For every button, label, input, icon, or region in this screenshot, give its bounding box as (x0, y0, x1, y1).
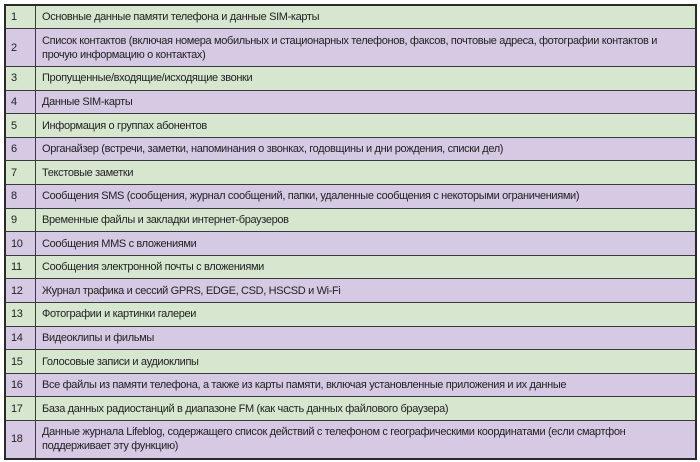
row-description: База данных радиостанций в диапазоне FM … (35, 396, 697, 421)
row-number: 10 (4, 231, 36, 256)
row-description: Данные журнала Lifeblog, содержащего спи… (35, 420, 697, 459)
table-row: 18 Данные журнала Lifeblog, содержащего с… (4, 420, 697, 459)
table-row: 11 Сообщения электронной почты с вложения… (4, 254, 697, 280)
data-table: 1 Основные данные памяти телефона и данны… (4, 4, 697, 460)
row-description: Основные данные памяти телефона и данные… (35, 4, 697, 30)
table-row: 14 Видеоклипы и фильмы (4, 325, 697, 351)
row-number: 5 (4, 113, 36, 138)
table-row: 1 Основные данные памяти телефона и данны… (4, 4, 697, 30)
row-description: Список контактов (включая номера мобильн… (35, 28, 697, 68)
row-description: Голосовые записи и аудиоклипы (35, 349, 697, 374)
row-description: Сообщения электронной почты с вложениями (35, 254, 697, 280)
table-row: 9 Временные файлы и закладки интернет-бра… (4, 207, 697, 233)
row-number: 15 (4, 349, 36, 374)
row-description: Пропущенные/входящие/исходящие звонки (35, 66, 697, 91)
row-description: Сообщения MMS с вложениями (35, 231, 697, 256)
row-number: 4 (4, 89, 36, 115)
row-description: Временные файлы и закладки интернет-брау… (35, 207, 697, 233)
row-number: 14 (4, 325, 36, 351)
row-description: Данные SIM-карты (35, 89, 697, 115)
row-number: 1 (4, 4, 36, 30)
table-row: 8 Сообщения SMS (сообщения, журнал сообще… (4, 184, 697, 209)
table-row: 13 Фотографии и картинки галереи (4, 302, 697, 327)
row-number: 12 (4, 278, 36, 304)
row-number: 6 (4, 136, 36, 162)
row-description: Видеоклипы и фильмы (35, 325, 697, 351)
row-number: 3 (4, 66, 36, 91)
row-description: Текстовые заметки (35, 160, 697, 186)
table-row: 16 Все файлы из памяти телефона, а также … (4, 372, 697, 398)
row-number: 17 (4, 396, 36, 421)
row-description: Органайзер (встречи, заметки, напоминани… (35, 136, 697, 162)
row-number: 11 (4, 254, 36, 280)
row-description: Журнал трафика и сессий GPRS, EDGE, CSD,… (35, 278, 697, 304)
table-row: 4 Данные SIM-карты (4, 89, 697, 115)
table-row: 2 Список контактов (включая номера мобиль… (4, 28, 697, 68)
row-number: 13 (4, 302, 36, 327)
table-row: 6 Органайзер (встречи, заметки, напоминан… (4, 136, 697, 162)
row-description: Информация о группах абонентов (35, 113, 697, 138)
table-row: 5 Информация о группах абонентов (4, 113, 697, 138)
row-number: 7 (4, 160, 36, 186)
row-number: 16 (4, 372, 36, 398)
table-row: 15 Голосовые записи и аудиоклипы (4, 349, 697, 374)
table-row: 10 Сообщения MMS с вложениями (4, 231, 697, 256)
row-number: 2 (4, 28, 36, 68)
table-row: 3 Пропущенные/входящие/исходящие звонки (4, 66, 697, 91)
table-row: 17 База данных радиостанций в диапазоне F… (4, 396, 697, 421)
row-description: Все файлы из памяти телефона, а также из… (35, 372, 697, 398)
row-description: Фотографии и картинки галереи (35, 302, 697, 327)
table-row: 12 Журнал трафика и сессий GPRS, EDGE, CS… (4, 278, 697, 304)
row-number: 18 (4, 420, 36, 459)
table-row: 7 Текстовые заметки (4, 160, 697, 186)
row-number: 8 (4, 184, 36, 209)
row-description: Сообщения SMS (сообщения, журнал сообщен… (35, 184, 697, 209)
row-number: 9 (4, 207, 36, 233)
